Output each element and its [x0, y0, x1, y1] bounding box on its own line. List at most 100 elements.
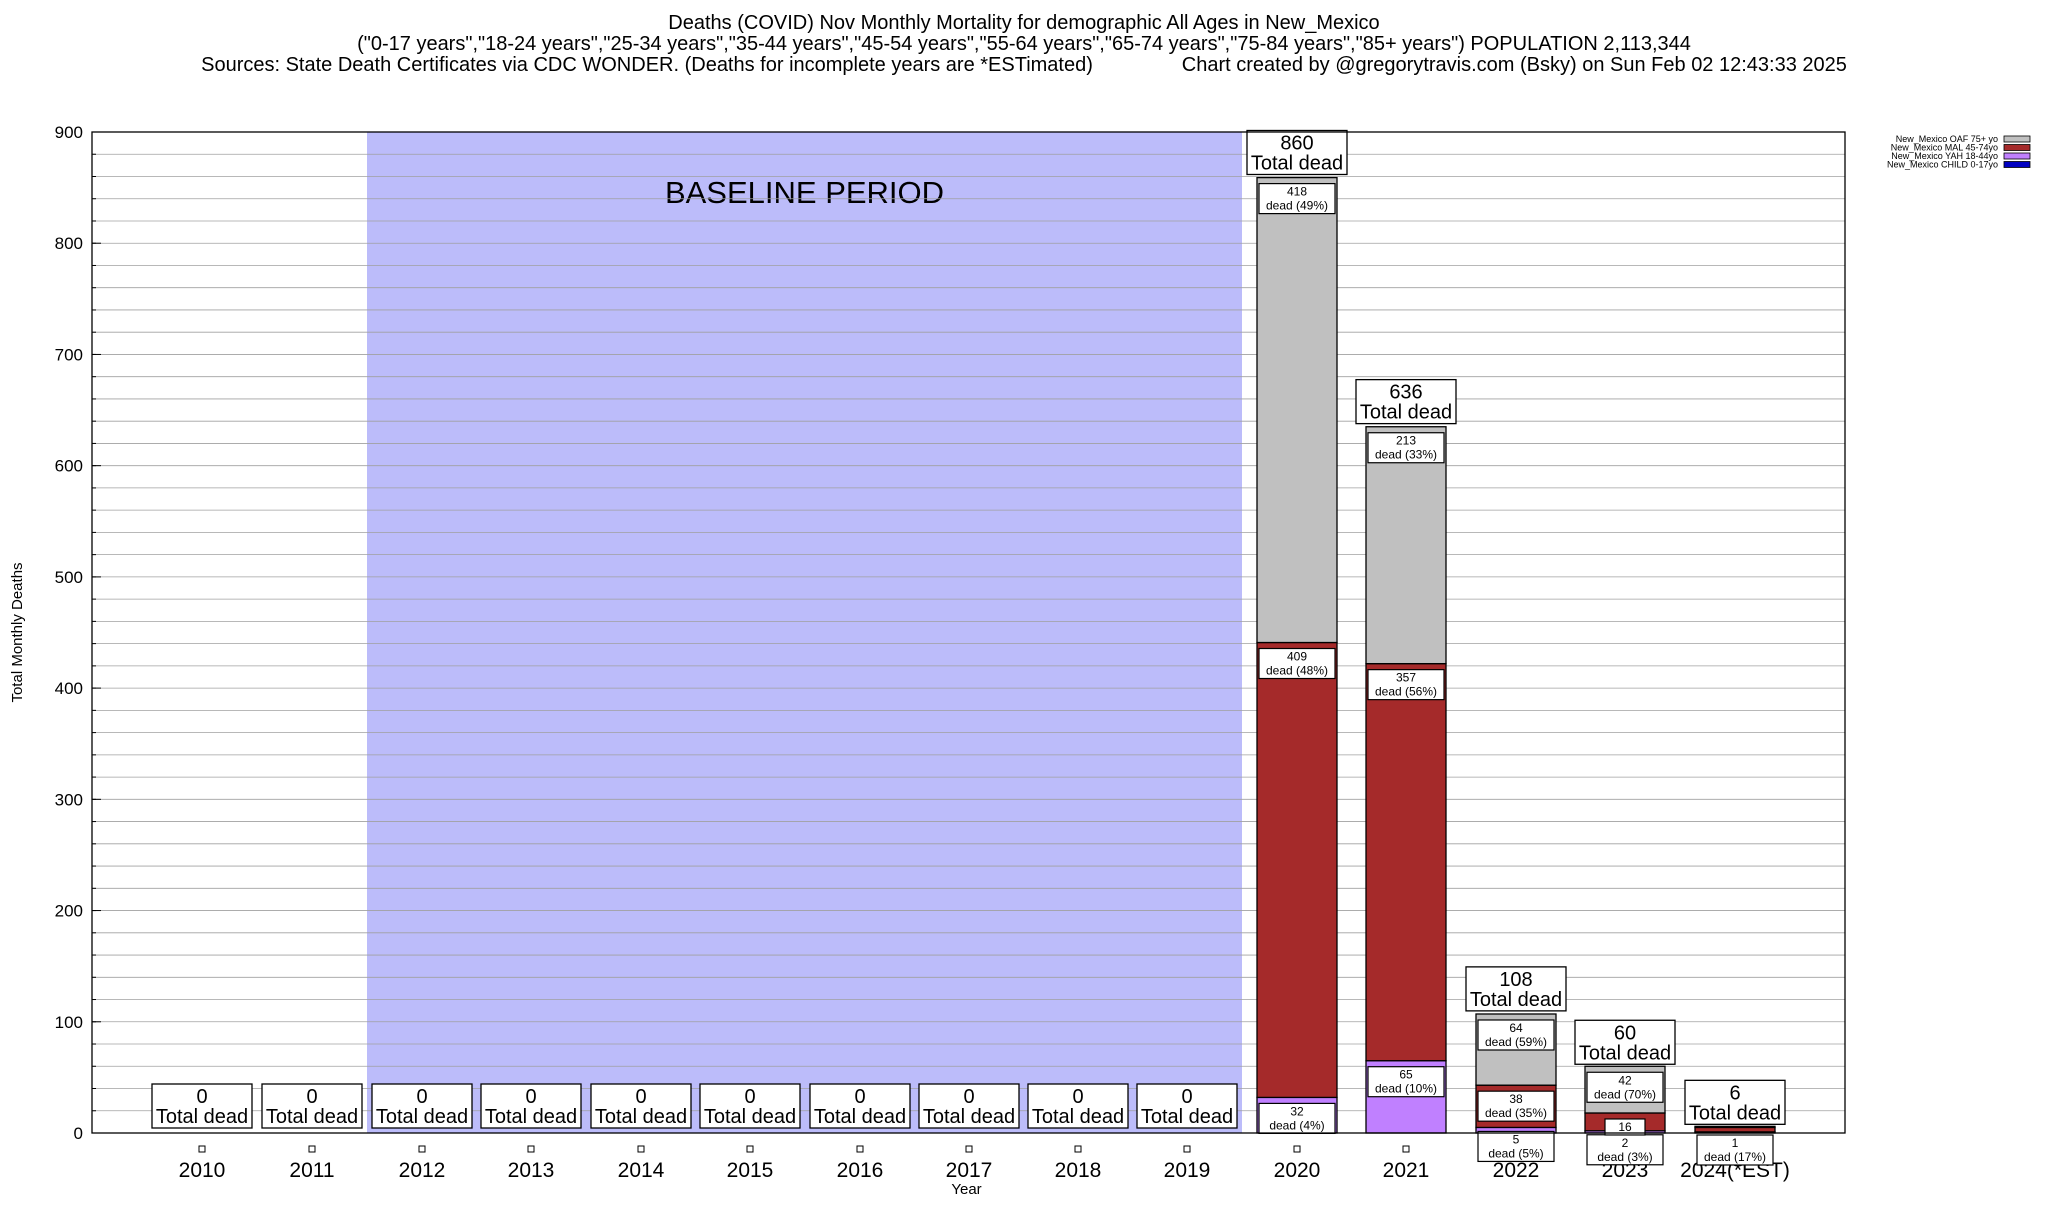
x-tick-label: 2022 [1493, 1159, 1540, 1182]
segment-label-box [1477, 1130, 1555, 1163]
category-marker [1074, 1145, 1082, 1153]
plot-frame [91, 131, 1846, 1134]
segment-label-value: 64 [1509, 1021, 1523, 1035]
total-value: 0 [744, 1086, 755, 1108]
total-suffix: Total dead [814, 1106, 906, 1128]
total-label-box [699, 1083, 801, 1129]
total-label-box [371, 1083, 473, 1129]
segment-label-value: 32 [1290, 1104, 1304, 1118]
category-marker [527, 1145, 535, 1153]
y-tick-label: 0 [74, 1124, 83, 1143]
segment-label-box [1604, 1118, 1646, 1136]
segment-label-pct: dead (59%) [1485, 1035, 1547, 1049]
total-suffix: Total dead [1470, 989, 1562, 1011]
segment-label-value: 65 [1399, 1068, 1413, 1082]
total-label-box [1355, 378, 1457, 425]
category-marker [746, 1145, 754, 1153]
bar-segment [1694, 1126, 1776, 1133]
total-value: 0 [963, 1086, 974, 1108]
segment-label-pct: dead (10%) [1375, 1082, 1437, 1096]
bar-segment [1365, 426, 1447, 665]
total-suffix: Total dead [1251, 152, 1343, 174]
category-marker [308, 1145, 316, 1153]
x-axis-title: Year [951, 1181, 981, 1198]
total-label-box [261, 1083, 363, 1129]
total-value: 0 [525, 1086, 536, 1108]
segment-label-box [1258, 183, 1336, 215]
total-value: 0 [1181, 1086, 1192, 1108]
y-tick-label: 600 [55, 457, 83, 476]
x-tick-label: 2016 [837, 1159, 884, 1182]
segment-label-value: 38 [1509, 1092, 1523, 1106]
total-suffix: Total dead [704, 1106, 796, 1128]
total-label-box [590, 1083, 692, 1129]
category-marker [1402, 1145, 1410, 1153]
x-tick-label: 2012 [399, 1159, 446, 1182]
segment-label-value: 357 [1396, 671, 1416, 685]
total-suffix: Total dead [1141, 1106, 1233, 1128]
total-label-box [1246, 129, 1348, 176]
x-tick-label: 2011 [289, 1159, 334, 1182]
bar-segment [1365, 662, 1447, 1062]
total-value: 0 [854, 1086, 865, 1108]
x-tick-label: 2020 [1274, 1159, 1321, 1182]
total-value: 636 [1389, 382, 1422, 404]
segment-label-box [1367, 432, 1445, 464]
segment-label-pct: dead (33%) [1375, 448, 1437, 462]
segment-label-box [1586, 1071, 1664, 1103]
bar-segment [1694, 1125, 1776, 1129]
segment-label-pct: dead (3%) [1597, 1150, 1652, 1164]
baseline-period-shade [367, 132, 1242, 1133]
total-suffix: Total dead [266, 1106, 358, 1128]
segment-label-box [1367, 669, 1445, 701]
x-tick-label: 2018 [1055, 1159, 1102, 1182]
segment-label-value: 409 [1287, 650, 1307, 664]
segment-label-box [1696, 1134, 1774, 1166]
y-tick-label: 700 [55, 345, 83, 364]
total-suffix: Total dead [923, 1106, 1015, 1128]
total-label-box [1574, 1019, 1676, 1065]
legend-swatch [2003, 144, 2031, 151]
y-tick-label: 100 [55, 1013, 83, 1032]
total-label-box [1136, 1083, 1238, 1129]
segment-label-box [1258, 647, 1336, 680]
total-value: 60 [1614, 1022, 1636, 1044]
y-axis-title: Total Monthly Deaths [9, 562, 26, 702]
total-value: 108 [1499, 969, 1532, 991]
category-marker [856, 1145, 864, 1153]
total-value: 860 [1280, 132, 1313, 154]
segment-label-value: 213 [1396, 434, 1416, 448]
total-label-box [1027, 1083, 1129, 1129]
total-value: 0 [1072, 1086, 1083, 1108]
category-marker [418, 1145, 426, 1153]
segment-label-box [1586, 1134, 1664, 1166]
x-tick-label: 2014 [618, 1159, 665, 1182]
legend-label: New_Mexico MAL 45-74yo [1891, 143, 1998, 153]
segment-label-pct: dead (4%) [1269, 1118, 1324, 1132]
y-tick-label: 900 [55, 123, 83, 142]
category-marker [1293, 1145, 1301, 1153]
y-tick-label: 300 [55, 790, 83, 809]
total-value: 0 [306, 1086, 317, 1108]
total-suffix: Total dead [1689, 1102, 1781, 1124]
total-label-box [480, 1083, 582, 1129]
category-marker [1183, 1145, 1191, 1153]
total-value: 6 [1729, 1082, 1740, 1104]
total-label-box [918, 1083, 1020, 1129]
total-label-box [1465, 966, 1567, 1012]
total-suffix: Total dead [156, 1106, 248, 1128]
segment-label-value: 42 [1618, 1073, 1632, 1087]
segment-label-value: 2 [1622, 1136, 1629, 1150]
segment-label-pct: dead (35%) [1485, 1106, 1547, 1120]
total-value: 0 [635, 1086, 646, 1108]
category-marker [965, 1145, 973, 1153]
x-tick-label: 2021 [1383, 1159, 1430, 1182]
segment-label-pct: dead (17%) [1704, 1150, 1766, 1164]
total-suffix: Total dead [1032, 1106, 1124, 1128]
segment-label-value: 5 [1513, 1132, 1520, 1146]
total-value: 0 [416, 1086, 427, 1108]
segment-label-value: 1 [1732, 1136, 1739, 1150]
segment-label-box [1258, 1102, 1336, 1135]
segment-label-pct: dead (56%) [1375, 685, 1437, 699]
